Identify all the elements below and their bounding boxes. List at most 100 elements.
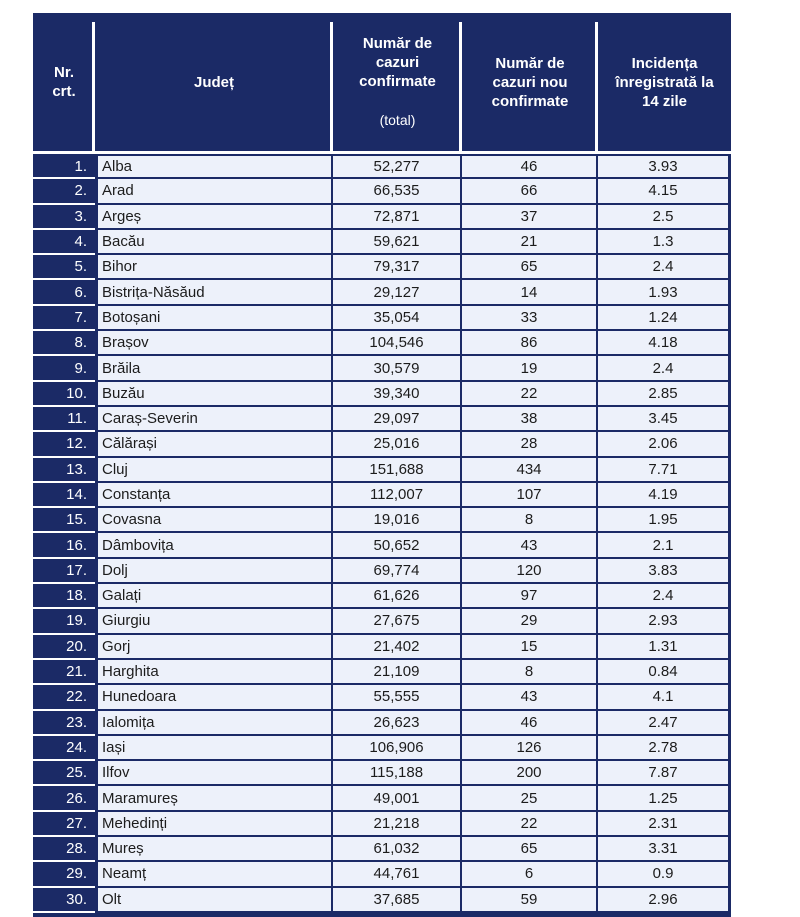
cell-total: 55,555	[333, 685, 462, 711]
header-cazuri-nou-confirmate: Număr de cazuri nou confirmate	[462, 13, 598, 154]
cell-nou: 107	[462, 482, 598, 509]
cell-incidenta: 7.71	[598, 457, 731, 483]
cell-incidenta: 2.96	[598, 887, 731, 913]
cell-judet: Mureș	[95, 837, 333, 863]
cell-nr: 26.	[33, 786, 95, 812]
cell-nou: 25	[462, 786, 598, 812]
cell-total: 44,761	[333, 862, 462, 888]
cell-judet: Hunedoara	[95, 685, 333, 711]
cell-nr: 21.	[33, 659, 95, 686]
cell-nou: 8	[462, 659, 598, 686]
cell-nou: 43	[462, 685, 598, 711]
cell-total: 66,535	[333, 179, 462, 205]
cell-judet: Neamț	[95, 862, 333, 888]
cell-nr: 7.	[33, 305, 95, 332]
cell-total: 49,001	[333, 786, 462, 812]
cell-judet: Cluj	[95, 457, 333, 483]
table-row: 25. Ilfov 115,188 200 7.87	[33, 761, 731, 787]
table-row: 11. Caraș-Severin 29,097 38 3.45	[33, 406, 731, 433]
cell-nr: 20.	[33, 634, 95, 660]
cell-incidenta: 2.47	[598, 710, 731, 736]
table-row: 17. Dolj 69,774 120 3.83	[33, 558, 731, 585]
cell-judet: Gorj	[95, 634, 333, 660]
cell-nr: 10.	[33, 381, 95, 407]
cell-total: 29,127	[333, 280, 462, 306]
cell-judet: Bacău	[95, 229, 333, 256]
cell-total: 50,652	[333, 533, 462, 559]
table-row: 24. Iași 106,906 126 2.78	[33, 735, 731, 762]
cell-judet: Covasna	[95, 508, 333, 534]
cell-incidenta: 1.93	[598, 280, 731, 306]
cell-incidenta: 4.19	[598, 482, 731, 509]
table-row: 28. Mureș 61,032 65 3.31	[33, 837, 731, 863]
table-row: 19. Giurgiu 27,675 29 2.93	[33, 609, 731, 635]
cell-judet: Caraș-Severin	[95, 406, 333, 433]
cell-nr: 17.	[33, 558, 95, 585]
data-table: Nr. crt. Județ Număr de cazuri confirmat…	[33, 13, 731, 913]
cell-judet: Ilfov	[95, 761, 333, 787]
cell-judet: Botoșani	[95, 305, 333, 332]
cell-nou: 59	[462, 887, 598, 913]
county-table-body: 1. Alba 52,277 46 3.93 2. Arad 66,535 66 4.15 3. Ar…	[33, 154, 731, 913]
cell-total: 115,188	[333, 761, 462, 787]
cell-incidenta: 4.15	[598, 179, 731, 205]
cell-total: 37,685	[333, 887, 462, 913]
cell-incidenta: 2.85	[598, 381, 731, 407]
cell-nou: 21	[462, 229, 598, 256]
cell-total: 26,623	[333, 710, 462, 736]
cell-nr: 15.	[33, 508, 95, 534]
cell-nr: 19.	[33, 609, 95, 635]
cell-nou: 15	[462, 634, 598, 660]
cell-nou: 37	[462, 204, 598, 230]
header-cazuri-confirmate-sublabel: (total)	[379, 112, 416, 128]
cell-nou: 46	[462, 710, 598, 736]
cell-incidenta: 2.78	[598, 735, 731, 762]
table-row: 29. Neamț 44,761 6 0.9	[33, 862, 731, 888]
table-row: 6. Bistrița-Năsăud 29,127 14 1.93	[33, 280, 731, 306]
cell-incidenta: 7.87	[598, 761, 731, 787]
cell-judet: Giurgiu	[95, 609, 333, 635]
table-row: 1. Alba 52,277 46 3.93	[33, 154, 731, 180]
cell-nou: 120	[462, 558, 598, 585]
cell-nr: 28.	[33, 837, 95, 863]
cell-nr: 9.	[33, 356, 95, 382]
cell-nou: 6	[462, 862, 598, 888]
table-row: 30. Olt 37,685 59 2.96	[33, 887, 731, 913]
cell-incidenta: 0.84	[598, 659, 731, 686]
header-incidenta-14-zile: Incidența înregistrată la 14 zile	[598, 13, 731, 154]
cell-nr: 18.	[33, 584, 95, 610]
table-row: 2. Arad 66,535 66 4.15	[33, 179, 731, 205]
cell-nou: 65	[462, 255, 598, 281]
cell-judet: Argeș	[95, 204, 333, 230]
cell-total: 61,032	[333, 837, 462, 863]
cell-incidenta: 0.9	[598, 862, 731, 888]
table-row: 4. Bacău 59,621 21 1.3	[33, 229, 731, 256]
cell-total: 151,688	[333, 457, 462, 483]
cell-nou: 46	[462, 154, 598, 180]
cell-judet: Brașov	[95, 331, 333, 357]
cell-nou: 22	[462, 381, 598, 407]
cell-judet: Harghita	[95, 659, 333, 686]
cell-nou: 22	[462, 811, 598, 838]
cell-nr: 4.	[33, 229, 95, 256]
table-row: 16. Dâmbovița 50,652 43 2.1	[33, 533, 731, 559]
cell-incidenta: 2.5	[598, 204, 731, 230]
cell-incidenta: 2.93	[598, 609, 731, 635]
cell-nr: 23.	[33, 710, 95, 736]
cell-judet: Ialomița	[95, 710, 333, 736]
cell-nr: 16.	[33, 533, 95, 559]
cell-nou: 434	[462, 457, 598, 483]
table-row: 18. Galați 61,626 97 2.4	[33, 584, 731, 610]
cell-incidenta: 2.31	[598, 811, 731, 838]
cell-nr: 5.	[33, 255, 95, 281]
header-incidenta-label: Incidența înregistrată la 14 zile	[615, 54, 714, 110]
cell-incidenta: 3.45	[598, 406, 731, 433]
cell-incidenta: 1.24	[598, 305, 731, 332]
cell-incidenta: 1.3	[598, 229, 731, 256]
cell-nr: 27.	[33, 811, 95, 838]
cell-total: 52,277	[333, 154, 462, 180]
cell-nr: 25.	[33, 761, 95, 787]
cell-incidenta: 2.1	[598, 533, 731, 559]
cell-judet: Arad	[95, 179, 333, 205]
table-row: 12. Călărași 25,016 28 2.06	[33, 432, 731, 458]
